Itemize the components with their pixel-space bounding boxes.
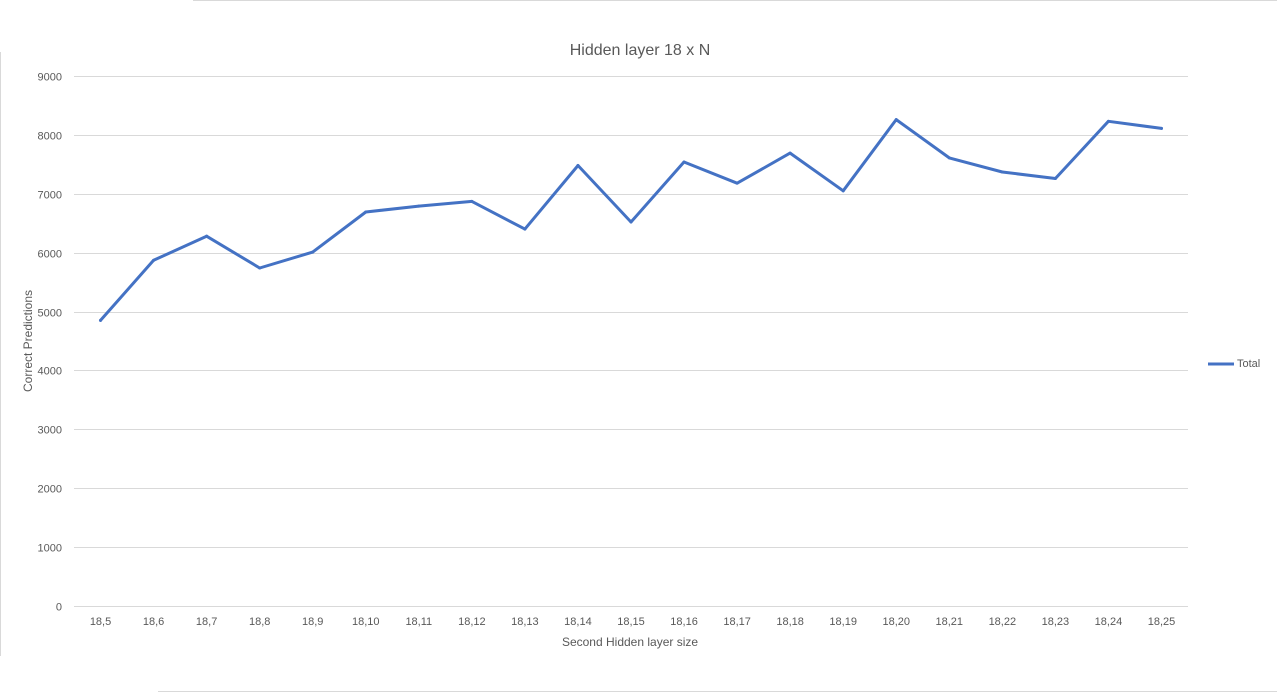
x-tick-label: 18,12 — [458, 616, 486, 628]
y-tick-label: 6000 — [38, 249, 62, 261]
x-tick-label: 18,25 — [1148, 616, 1176, 628]
data-point — [523, 227, 527, 231]
x-tick-label: 18,20 — [882, 616, 910, 628]
y-axis-tick-labels: 0 1000 2000 3000 4000 5000 6000 7000 8000 9000 — [38, 72, 62, 614]
y-axis-title: Correct Predictions — [21, 290, 35, 392]
x-tick-label: 18,5 — [90, 616, 111, 628]
x-axis-tick-labels: 18,5 18,6 18,7 18,8 18,9 18,10 18,11 18,12 18,13… — [90, 616, 1175, 628]
x-axis-title: Second Hidden layer size — [562, 635, 698, 649]
x-tick-label: 18,6 — [143, 616, 164, 628]
series-line-total — [99, 118, 1163, 322]
data-point — [947, 156, 951, 160]
x-tick-label: 18,9 — [302, 616, 323, 628]
x-tick-label: 18,22 — [989, 616, 1017, 628]
chart-title: Hidden layer 18 x N — [570, 42, 711, 59]
data-point — [311, 250, 315, 254]
x-tick-label: 18,19 — [829, 616, 857, 628]
data-point — [629, 220, 633, 224]
data-point — [1159, 126, 1163, 130]
data-point — [1000, 170, 1004, 174]
y-tick-label: 4000 — [38, 366, 62, 378]
legend-label-total: Total — [1237, 358, 1260, 370]
data-point — [205, 234, 209, 238]
data-point — [152, 258, 156, 262]
data-point — [894, 118, 898, 122]
x-tick-label: 18,8 — [249, 616, 270, 628]
x-tick-label: 18,14 — [564, 616, 592, 628]
x-tick-label: 18,16 — [670, 616, 698, 628]
x-tick-label: 18,18 — [776, 616, 804, 628]
x-tick-label: 18,13 — [511, 616, 539, 628]
data-point — [1106, 119, 1110, 123]
y-tick-label: 8000 — [38, 131, 62, 143]
data-point — [364, 210, 368, 214]
x-tick-label: 18,21 — [936, 616, 964, 628]
y-tick-label: 5000 — [38, 308, 62, 320]
x-tick-label: 18,11 — [405, 616, 432, 628]
data-point — [576, 164, 580, 168]
x-tick-label: 18,24 — [1095, 616, 1123, 628]
data-point — [788, 151, 792, 155]
data-point — [99, 318, 103, 322]
y-tick-label: 2000 — [38, 484, 62, 496]
legend: Total — [1208, 358, 1260, 370]
x-tick-label: 18,17 — [723, 616, 751, 628]
data-point — [470, 199, 474, 203]
x-tick-label: 18,7 — [196, 616, 217, 628]
y-tick-label: 9000 — [38, 72, 62, 84]
data-point — [1053, 176, 1057, 180]
x-tick-label: 18,23 — [1042, 616, 1070, 628]
series-layer — [99, 118, 1163, 322]
y-tick-label: 0 — [56, 602, 62, 614]
data-point — [735, 181, 739, 185]
y-tick-label: 7000 — [38, 190, 62, 202]
data-point — [417, 204, 421, 208]
data-point — [258, 266, 262, 270]
data-point — [841, 189, 845, 193]
data-point — [682, 160, 686, 164]
y-tick-label: 3000 — [38, 425, 62, 437]
x-tick-label: 18,15 — [617, 616, 645, 628]
x-tick-label: 18,10 — [352, 616, 380, 628]
y-tick-label: 1000 — [38, 543, 62, 555]
gridlines — [74, 76, 1188, 607]
